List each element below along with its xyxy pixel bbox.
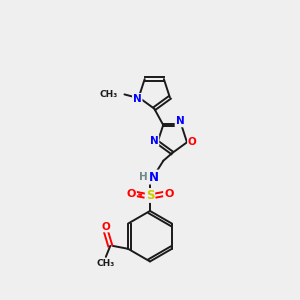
- Text: N: N: [150, 136, 158, 146]
- Text: CH₃: CH₃: [97, 259, 115, 268]
- Text: O: O: [164, 189, 173, 199]
- Text: O: O: [127, 189, 136, 199]
- Text: H: H: [139, 172, 148, 182]
- Text: O: O: [101, 221, 110, 232]
- Text: S: S: [146, 189, 154, 202]
- Text: O: O: [188, 137, 197, 147]
- Text: N: N: [133, 94, 142, 104]
- Text: CH₃: CH₃: [100, 90, 118, 99]
- Text: N: N: [176, 116, 184, 126]
- Text: N: N: [148, 170, 159, 184]
